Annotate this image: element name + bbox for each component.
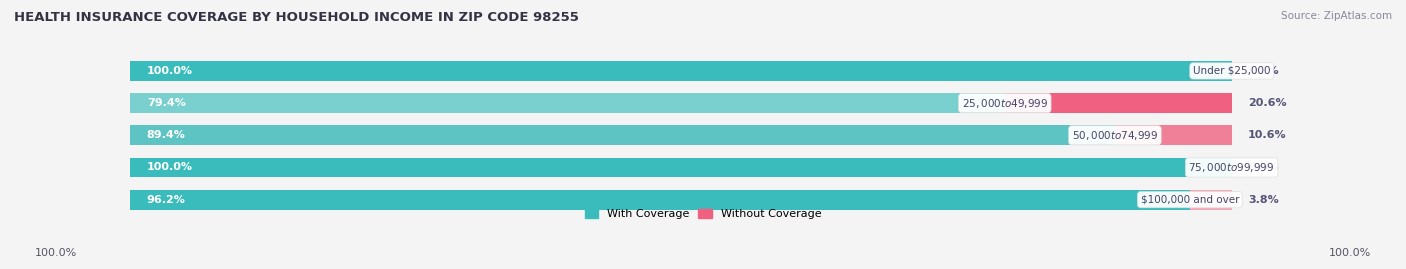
Text: 100.0%: 100.0% [35,248,77,258]
Bar [131,190,1189,210]
Bar [1189,190,1232,210]
Text: $100,000 and over: $100,000 and over [1140,195,1239,205]
Bar [131,93,1232,113]
Text: Under $25,000: Under $25,000 [1192,66,1271,76]
Text: 10.6%: 10.6% [1249,130,1286,140]
Text: 3.8%: 3.8% [1249,195,1279,205]
Bar [131,93,1005,113]
Text: HEALTH INSURANCE COVERAGE BY HOUSEHOLD INCOME IN ZIP CODE 98255: HEALTH INSURANCE COVERAGE BY HOUSEHOLD I… [14,11,579,24]
Text: 89.4%: 89.4% [146,130,186,140]
Text: 100.0%: 100.0% [1329,248,1371,258]
Bar [1115,125,1232,145]
Bar [131,125,1115,145]
Text: 100.0%: 100.0% [146,66,193,76]
Text: 79.4%: 79.4% [146,98,186,108]
Bar [131,61,1232,81]
Text: $50,000 to $74,999: $50,000 to $74,999 [1071,129,1159,142]
Bar [131,125,1232,145]
Bar [131,158,1232,178]
Text: $25,000 to $49,999: $25,000 to $49,999 [962,97,1047,110]
Text: 20.6%: 20.6% [1249,98,1286,108]
Text: 100.0%: 100.0% [146,162,193,172]
Bar [131,190,1232,210]
Text: $75,000 to $99,999: $75,000 to $99,999 [1188,161,1275,174]
Text: Source: ZipAtlas.com: Source: ZipAtlas.com [1281,11,1392,21]
Bar [131,158,1232,178]
Text: 0.0%: 0.0% [1249,66,1279,76]
Bar [131,61,1232,81]
Legend: With Coverage, Without Coverage: With Coverage, Without Coverage [581,204,825,224]
Bar [1005,93,1232,113]
Text: 96.2%: 96.2% [146,195,186,205]
Text: 0.0%: 0.0% [1249,162,1279,172]
